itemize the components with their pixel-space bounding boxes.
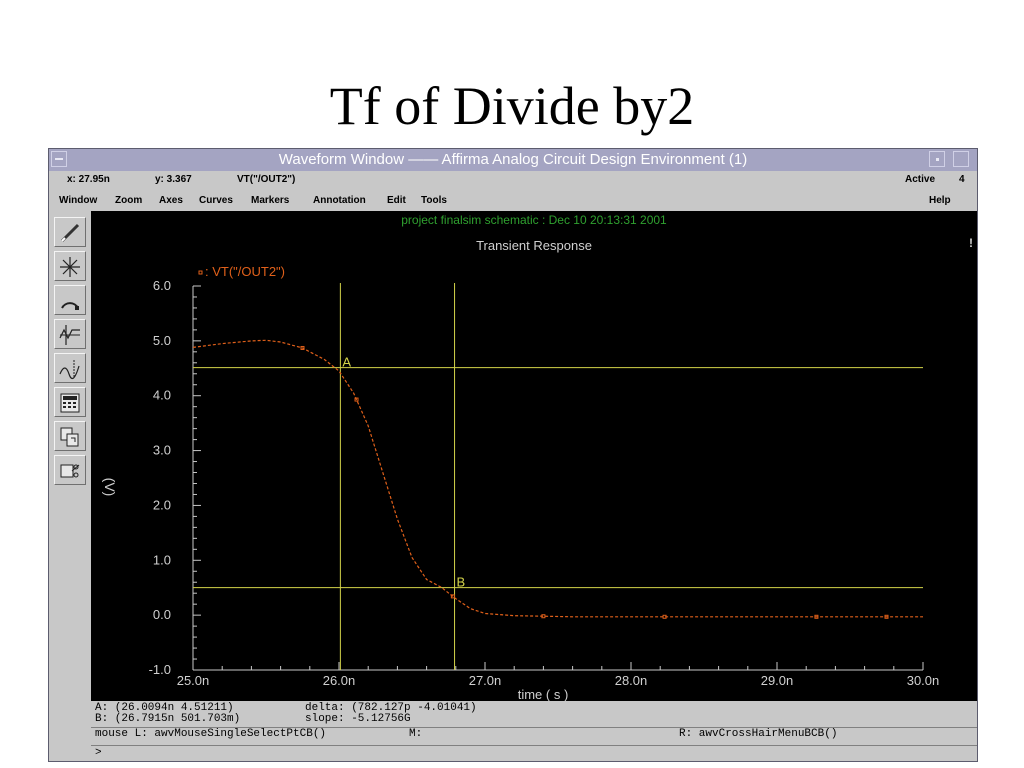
y-tick-label: 2.0	[153, 497, 171, 512]
marker-b-readout: B: (26.7915n 501.703m)	[95, 713, 241, 725]
menu-annotation[interactable]: Annotation	[313, 195, 366, 206]
minimize-button[interactable]	[929, 151, 945, 167]
scissors-icon	[60, 464, 80, 478]
series-point	[814, 614, 819, 619]
calculator-button[interactable]	[54, 387, 86, 417]
y-tick-label: 6.0	[153, 278, 171, 293]
cursor-x-readout: x: 27.95n	[67, 174, 110, 185]
calculator-icon	[60, 393, 80, 413]
slope-readout: slope: -5.12756G	[305, 713, 411, 725]
y-tick-label: 3.0	[153, 443, 171, 458]
waveform-marker-icon	[59, 360, 80, 380]
window-menu-button[interactable]	[51, 151, 67, 167]
mouse-middle-binding: M:	[409, 728, 423, 740]
cursor-y-readout: y: 3.367	[155, 174, 192, 185]
marker-info-row-b: B: (26.7915n 501.703m) slope: -5.12756G	[91, 714, 977, 725]
marker-tool-button[interactable]	[54, 353, 86, 383]
copy-window-button[interactable]	[54, 421, 86, 451]
window-mode-label: Active	[905, 174, 936, 185]
menu-bar: Window Zoom Axes Curves Markers Annotati…	[49, 191, 977, 211]
legend-series-label: : VT("/OUT2")	[205, 264, 285, 279]
series-line-0	[192, 339, 923, 618]
window-title: Waveform Window —— Affirma Analog Circui…	[278, 151, 748, 168]
waveform-split-icon	[59, 325, 80, 345]
slide-title: Tf of Divide by2	[329, 76, 695, 136]
plot-corner-marker: !	[969, 236, 973, 250]
current-signal-label: VT("/OUT2")	[237, 174, 296, 185]
mouse-left-binding: mouse L: awvMouseSingleSelectPtCB()	[95, 728, 327, 740]
arc-tool-button[interactable]	[54, 285, 86, 315]
y-tick-label: 1.0	[153, 552, 171, 567]
plot-header: project finalsim schematic : Dec 10 20:1…	[401, 213, 667, 227]
marker-info-row-a: A: (26.0094n 4.51211) delta: (782.127p -…	[91, 703, 977, 714]
mouse-bindings-bar: mouse L: awvMouseSingleSelectPtCB() M: R…	[91, 727, 977, 741]
tool-palette	[54, 217, 88, 737]
menu-edit[interactable]: Edit	[387, 195, 406, 206]
mouse-right-binding: R: awvCrossHairMenuBCB()	[679, 728, 838, 740]
arc-icon	[61, 302, 79, 310]
series-point	[884, 614, 889, 619]
pencil-icon	[60, 223, 80, 243]
crosshair-star-icon	[60, 257, 80, 277]
series-point	[300, 345, 305, 350]
menu-curves[interactable]: Curves	[199, 195, 233, 206]
command-prompt: >	[95, 747, 102, 759]
legend: : VT("/OUT2")	[198, 264, 285, 279]
maximize-button[interactable]	[953, 151, 969, 167]
status-line: x: 27.95n y: 3.367 VT("/OUT2") Active 4	[49, 171, 977, 189]
series-point	[450, 594, 455, 599]
legend-marker	[198, 270, 203, 275]
menu-window[interactable]: Window	[59, 195, 98, 206]
x-tick-label: 27.0n	[469, 673, 502, 688]
plot-subtitle: Transient Response	[476, 238, 592, 253]
marker-a-readout: A: (26.0094n 4.51211)	[95, 702, 234, 714]
series-point	[662, 614, 667, 619]
y-tick-label: 4.0	[153, 388, 171, 403]
x-tick-label: 29.0n	[761, 673, 794, 688]
x-tick-label: 30.0n	[907, 673, 940, 688]
delta-readout: delta: (782.127p -4.01041)	[305, 702, 477, 714]
cursor-b-label: B	[457, 575, 466, 590]
x-tick-label: 26.0n	[323, 673, 356, 688]
menu-help[interactable]: Help	[929, 195, 951, 206]
command-input[interactable]: >	[91, 745, 977, 760]
menu-markers[interactable]: Markers	[251, 195, 290, 206]
cursor-a-label: A	[342, 355, 351, 370]
y-tick-label: 0.0	[153, 607, 171, 622]
menu-zoom[interactable]: Zoom	[115, 195, 143, 206]
waveform-window: Waveform Window —— Affirma Analog Circui…	[48, 148, 978, 762]
x-axis-label: time ( s )	[518, 687, 569, 701]
menu-axes[interactable]: Axes	[159, 195, 183, 206]
waveform-plot-svg[interactable]: project finalsim schematic : Dec 10 20:1…	[91, 211, 977, 702]
series-point	[354, 397, 359, 402]
y-tick-label: -1.0	[149, 662, 171, 677]
window-number: 4	[959, 174, 965, 185]
crosshair-tool-button[interactable]	[54, 251, 86, 281]
y-axis-label: (V)	[102, 478, 118, 497]
x-tick-label: 25.0n	[177, 673, 210, 688]
series-point	[541, 614, 546, 619]
menu-tools[interactable]: Tools	[421, 195, 447, 206]
split-tool-button[interactable]	[54, 319, 86, 349]
draw-tool-button[interactable]	[54, 217, 86, 247]
x-tick-label: 28.0n	[615, 673, 648, 688]
window-titlebar[interactable]: Waveform Window —— Affirma Analog Circui…	[49, 149, 977, 171]
copy-window-icon	[60, 427, 79, 447]
waveform-plot[interactable]: project finalsim schematic : Dec 10 20:1…	[91, 211, 977, 702]
cut-tool-button[interactable]	[54, 455, 86, 485]
y-tick-label: 5.0	[153, 333, 171, 348]
